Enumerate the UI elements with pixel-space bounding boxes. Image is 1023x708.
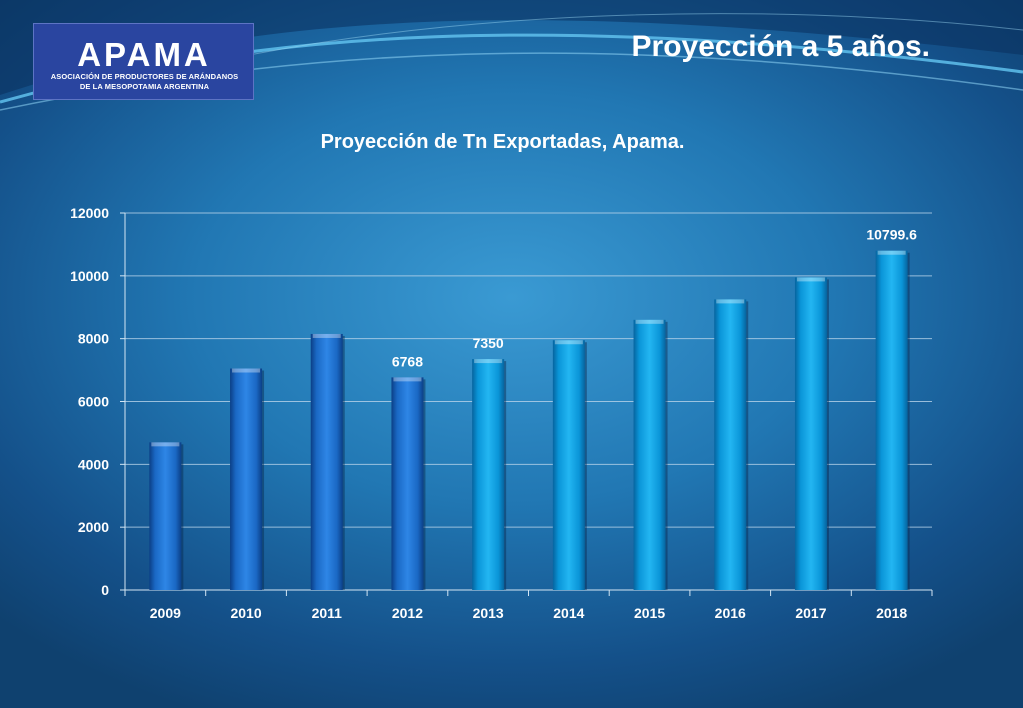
bar-2015	[633, 319, 666, 590]
logo-subtitle-line2: DE LA MESOPOTAMIA ARGENTINA	[79, 82, 210, 91]
chart-title: Proyección de Tn Exportadas, Apama.	[320, 131, 685, 153]
x-tick-label: 2010	[230, 605, 261, 621]
bar-highlight	[393, 377, 422, 382]
bar-highlight	[151, 442, 180, 447]
x-tick-label: 2018	[876, 605, 907, 621]
svg-text:APAMA: APAMA	[77, 36, 211, 73]
y-tick-label: 10000	[70, 268, 109, 284]
bar-highlight	[474, 359, 503, 364]
x-tick-label: 2012	[392, 605, 423, 621]
bar-2013	[472, 359, 505, 590]
bar-highlight	[635, 319, 664, 324]
bar-highlight	[232, 368, 261, 373]
data-label: 10799.6	[866, 227, 917, 243]
y-tick-label: 2000	[78, 519, 109, 535]
y-tick-label: 0	[101, 582, 109, 598]
y-tick-label: 6000	[78, 394, 109, 410]
bar-2011	[310, 333, 343, 590]
bar-2018	[875, 250, 908, 590]
apama-logo: APAMA ASOCIACIÓN DE PRODUCTORES DE ARÁND…	[33, 23, 254, 100]
bar-highlight	[312, 333, 341, 338]
y-tick-label: 4000	[78, 456, 109, 472]
bar-2017	[794, 277, 827, 590]
logo-subtitle-line1: ASOCIACIÓN DE PRODUCTORES DE ARÁNDANOS	[50, 72, 239, 81]
y-tick-label: 12000	[70, 205, 109, 221]
apama-wordmark: APAMA	[77, 36, 211, 73]
y-tick-label: 8000	[78, 331, 109, 347]
bar-2016	[714, 299, 747, 590]
bar-2012	[391, 377, 424, 590]
x-tick-label: 2016	[715, 605, 746, 621]
bar-highlight	[796, 277, 825, 282]
slide-title: Proyección a 5 años.	[631, 30, 930, 63]
x-tick-label: 2009	[150, 605, 181, 621]
bar-highlight	[877, 250, 906, 255]
x-tick-label: 2011	[312, 605, 343, 621]
bar-2010	[230, 368, 263, 590]
data-label: 7350	[473, 335, 504, 351]
x-tick-label: 2013	[473, 605, 504, 621]
x-tick-label: 2017	[795, 605, 826, 621]
bar-2014	[552, 340, 585, 590]
bar-highlight	[554, 340, 583, 345]
x-tick-label: 2014	[553, 605, 584, 621]
bar-2009	[149, 442, 182, 590]
x-tick-label: 2015	[634, 605, 665, 621]
data-label: 6768	[392, 353, 423, 369]
bar-highlight	[716, 299, 745, 304]
